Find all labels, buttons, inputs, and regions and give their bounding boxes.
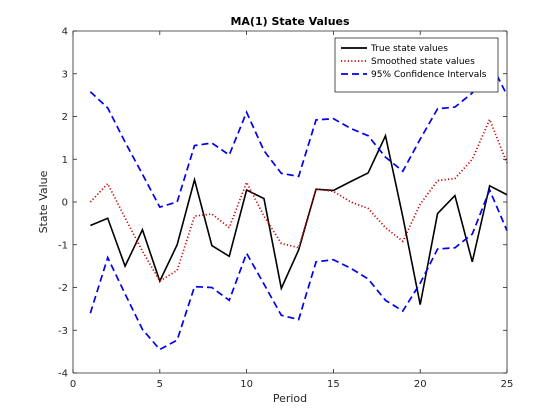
axes-layer: 0 5 10 15 20 25 -4 -3 -2 -1 0 1 2 3 4 (58, 27, 513, 391)
x-axis-label: Period (273, 392, 307, 405)
y-tick-label: 2 (62, 112, 68, 123)
y-tick-label: -4 (58, 369, 68, 380)
x-tick-label: 15 (327, 379, 340, 390)
x-tick-label: 20 (414, 379, 427, 390)
y-tick-label: -1 (58, 240, 68, 251)
legend-label-1: Smoothed state values (371, 57, 475, 67)
x-tick-label: 5 (157, 379, 163, 390)
y-axis-label: State Value (37, 170, 50, 233)
y-tick-label: -3 (58, 326, 68, 337)
y-tick-label: 0 (62, 198, 68, 209)
legend-label-0: True state values (370, 44, 448, 54)
y-tick-label: 4 (62, 27, 68, 38)
x-tick-label: 0 (70, 379, 76, 390)
series-line-0 (90, 133, 508, 305)
chart-title: MA(1) State Values (230, 15, 350, 28)
y-tick-label: 3 (62, 69, 68, 80)
series-layer (89, 59, 508, 351)
x-tick-label: 25 (501, 379, 514, 390)
series-line-2 (89, 59, 508, 209)
x-tick-label: 10 (240, 379, 253, 390)
legend-box (334, 37, 499, 93)
series-line-3 (89, 187, 508, 351)
y-tick-label: -2 (58, 283, 68, 294)
y-tick-label: 1 (62, 155, 68, 166)
legend: True state values Smoothed state values 95… (334, 37, 499, 93)
legend-label-2: 95% Confidence Intervals (371, 70, 487, 80)
